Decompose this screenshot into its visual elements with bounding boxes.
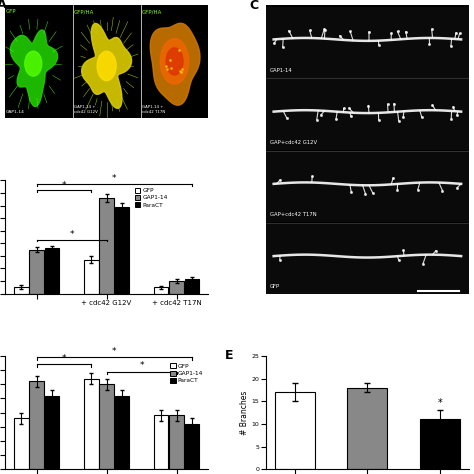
Text: *: * [438, 398, 442, 408]
Text: GFP: GFP [270, 284, 280, 289]
Text: GAP+cdc42 G12V: GAP+cdc42 G12V [270, 140, 317, 145]
Bar [99, 198, 114, 294]
Ellipse shape [166, 48, 183, 75]
Text: GAP+cdc42 T17N: GAP+cdc42 T17N [270, 212, 316, 217]
Bar [14, 287, 28, 294]
Bar [84, 260, 99, 294]
Text: C: C [249, 0, 258, 12]
Bar [275, 392, 315, 469]
Bar [45, 248, 59, 294]
Ellipse shape [160, 39, 189, 84]
Text: GFP: GFP [6, 9, 17, 14]
Bar [115, 207, 129, 294]
Text: *: * [62, 354, 66, 363]
Legend: GFP, GAP1-14, ParaCT: GFP, GAP1-14, ParaCT [167, 361, 206, 386]
Legend: GFP, GAP1-14, ParaCT: GFP, GAP1-14, ParaCT [132, 185, 171, 210]
Text: *: * [62, 181, 66, 190]
Ellipse shape [97, 51, 116, 81]
Bar [154, 415, 168, 469]
Text: GAP1-14: GAP1-14 [6, 109, 25, 113]
Bar [265, 7, 469, 77]
Ellipse shape [25, 51, 42, 76]
Bar [184, 279, 199, 294]
Bar [99, 384, 114, 469]
Bar [29, 250, 44, 294]
Bar [115, 396, 129, 469]
Text: *: * [112, 347, 117, 356]
Text: GAP1-14 +
cdc42 G12V: GAP1-14 + cdc42 G12V [74, 105, 98, 113]
Text: GAP1-14: GAP1-14 [270, 68, 292, 73]
Bar [84, 379, 99, 469]
Bar [169, 281, 184, 294]
Bar [265, 151, 469, 221]
Bar [14, 418, 28, 469]
Bar [169, 415, 184, 469]
Bar [265, 224, 469, 294]
Y-axis label: # Branches: # Branches [240, 391, 249, 435]
Text: *: * [112, 174, 117, 183]
Bar [347, 388, 387, 469]
Bar [45, 396, 59, 469]
Text: GFP/HA: GFP/HA [74, 9, 94, 14]
Bar [265, 79, 469, 149]
Bar [154, 287, 168, 294]
Text: *: * [69, 230, 74, 239]
Text: GAP1-14 +
cdc42 T17N: GAP1-14 + cdc42 T17N [142, 105, 165, 113]
Text: E: E [225, 349, 233, 362]
Polygon shape [150, 23, 200, 105]
Bar [420, 419, 460, 469]
Text: GFP/HA: GFP/HA [142, 9, 162, 14]
Text: A: A [0, 0, 6, 11]
Bar [29, 382, 44, 469]
Bar [184, 424, 199, 469]
Polygon shape [10, 30, 58, 107]
Polygon shape [82, 24, 132, 109]
Text: *: * [139, 361, 144, 370]
